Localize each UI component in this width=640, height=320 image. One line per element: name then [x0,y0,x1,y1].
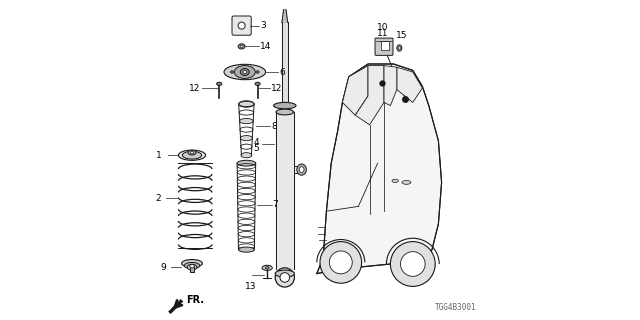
Ellipse shape [239,101,254,107]
Text: 12: 12 [189,84,200,92]
Ellipse shape [182,151,202,159]
Ellipse shape [239,118,253,124]
Text: 4: 4 [253,138,259,147]
Text: 11: 11 [377,29,388,38]
Ellipse shape [398,47,401,49]
Ellipse shape [216,82,222,85]
Text: 10: 10 [377,23,388,32]
Circle shape [330,251,352,274]
Ellipse shape [241,68,250,76]
Ellipse shape [402,180,411,184]
Polygon shape [276,112,294,269]
Bar [189,266,195,272]
Text: 14: 14 [260,42,271,51]
Ellipse shape [189,265,195,268]
Ellipse shape [297,164,307,175]
Bar [381,41,388,50]
Text: 13: 13 [245,282,256,291]
Ellipse shape [224,64,266,80]
Polygon shape [342,66,368,115]
Ellipse shape [182,260,202,267]
Ellipse shape [262,265,273,270]
Ellipse shape [191,152,193,154]
Ellipse shape [265,267,269,269]
Polygon shape [282,22,288,112]
Ellipse shape [238,44,245,49]
Ellipse shape [274,102,296,109]
Ellipse shape [238,22,245,29]
Circle shape [390,242,435,286]
Circle shape [320,242,362,283]
FancyBboxPatch shape [375,38,393,55]
Ellipse shape [240,136,253,141]
Text: 12: 12 [271,84,283,92]
Text: TGG4B3001: TGG4B3001 [435,303,477,312]
FancyBboxPatch shape [232,16,252,35]
Ellipse shape [237,160,256,166]
Circle shape [401,252,425,276]
Ellipse shape [188,150,196,155]
Ellipse shape [243,70,247,74]
Ellipse shape [239,101,254,107]
Ellipse shape [300,167,304,172]
Ellipse shape [255,82,260,85]
Text: 2: 2 [155,194,161,203]
Text: 9: 9 [161,263,166,272]
Ellipse shape [184,262,200,269]
Text: 8: 8 [271,122,276,131]
Text: 6: 6 [280,68,285,76]
Polygon shape [355,66,384,125]
Text: 7: 7 [273,200,278,209]
Polygon shape [317,64,442,274]
Ellipse shape [179,150,205,160]
Text: 5: 5 [253,144,259,153]
Ellipse shape [275,268,294,287]
Ellipse shape [240,45,243,48]
Ellipse shape [230,71,234,73]
Text: 1: 1 [156,151,161,160]
Ellipse shape [275,270,294,277]
Text: 15: 15 [396,31,408,40]
Polygon shape [282,10,288,22]
Ellipse shape [234,66,255,78]
Ellipse shape [280,273,290,282]
Ellipse shape [241,153,252,158]
Ellipse shape [239,247,254,252]
Text: 3: 3 [260,21,266,30]
Ellipse shape [256,71,259,73]
Ellipse shape [397,45,402,51]
Polygon shape [384,66,397,106]
Ellipse shape [276,109,294,115]
Text: FR.: FR. [187,295,205,305]
Ellipse shape [392,179,398,182]
Polygon shape [397,67,422,102]
Ellipse shape [187,264,197,270]
